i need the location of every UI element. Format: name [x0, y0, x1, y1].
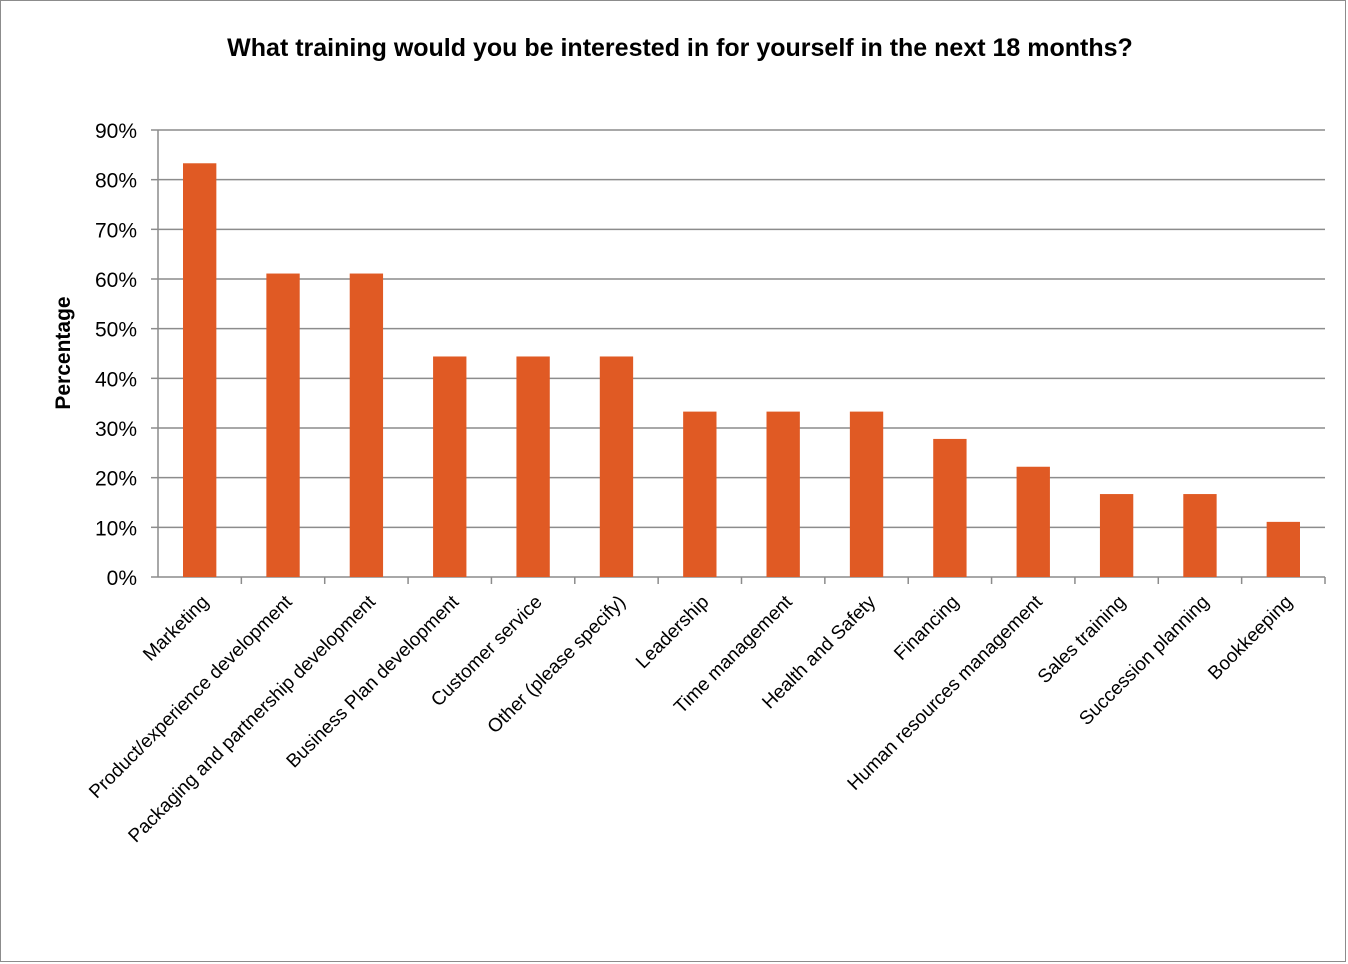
bar	[766, 411, 800, 577]
bar	[1266, 521, 1300, 577]
chart-title: What training would you be interested in…	[227, 34, 1133, 62]
y-tick-label: 40%	[95, 368, 137, 391]
y-tick-label: 0%	[107, 567, 137, 590]
y-tick-label: 70%	[95, 219, 137, 242]
bar	[349, 273, 384, 577]
y-tick-label: 20%	[95, 468, 137, 491]
bar	[183, 163, 217, 577]
y-tick-label: 60%	[95, 269, 137, 292]
bar	[1183, 494, 1217, 577]
x-tick-label: Leadership	[632, 592, 713, 673]
y-tick-label: 10%	[95, 517, 137, 540]
bar	[433, 356, 467, 577]
x-tick-label: Marketing	[139, 592, 213, 666]
x-tick-label: Other (please specify)	[484, 592, 630, 738]
x-tick-label: Business Plan development	[283, 591, 464, 772]
bar	[1099, 494, 1134, 577]
y-tick-label: 30%	[95, 418, 137, 441]
bar	[266, 273, 300, 577]
y-tick-label: 80%	[95, 170, 137, 193]
bar	[683, 411, 717, 577]
bar	[849, 411, 884, 577]
x-tick-label: Bookkeeping	[1204, 592, 1297, 685]
y-axis-title: Percentage	[52, 296, 75, 409]
bar	[1016, 466, 1050, 577]
bar	[516, 356, 550, 577]
x-tick-label: Financing	[890, 592, 963, 665]
y-tick-label: 90%	[95, 120, 137, 143]
bar	[599, 356, 634, 577]
bar	[933, 438, 967, 577]
y-tick-label: 50%	[95, 319, 137, 342]
